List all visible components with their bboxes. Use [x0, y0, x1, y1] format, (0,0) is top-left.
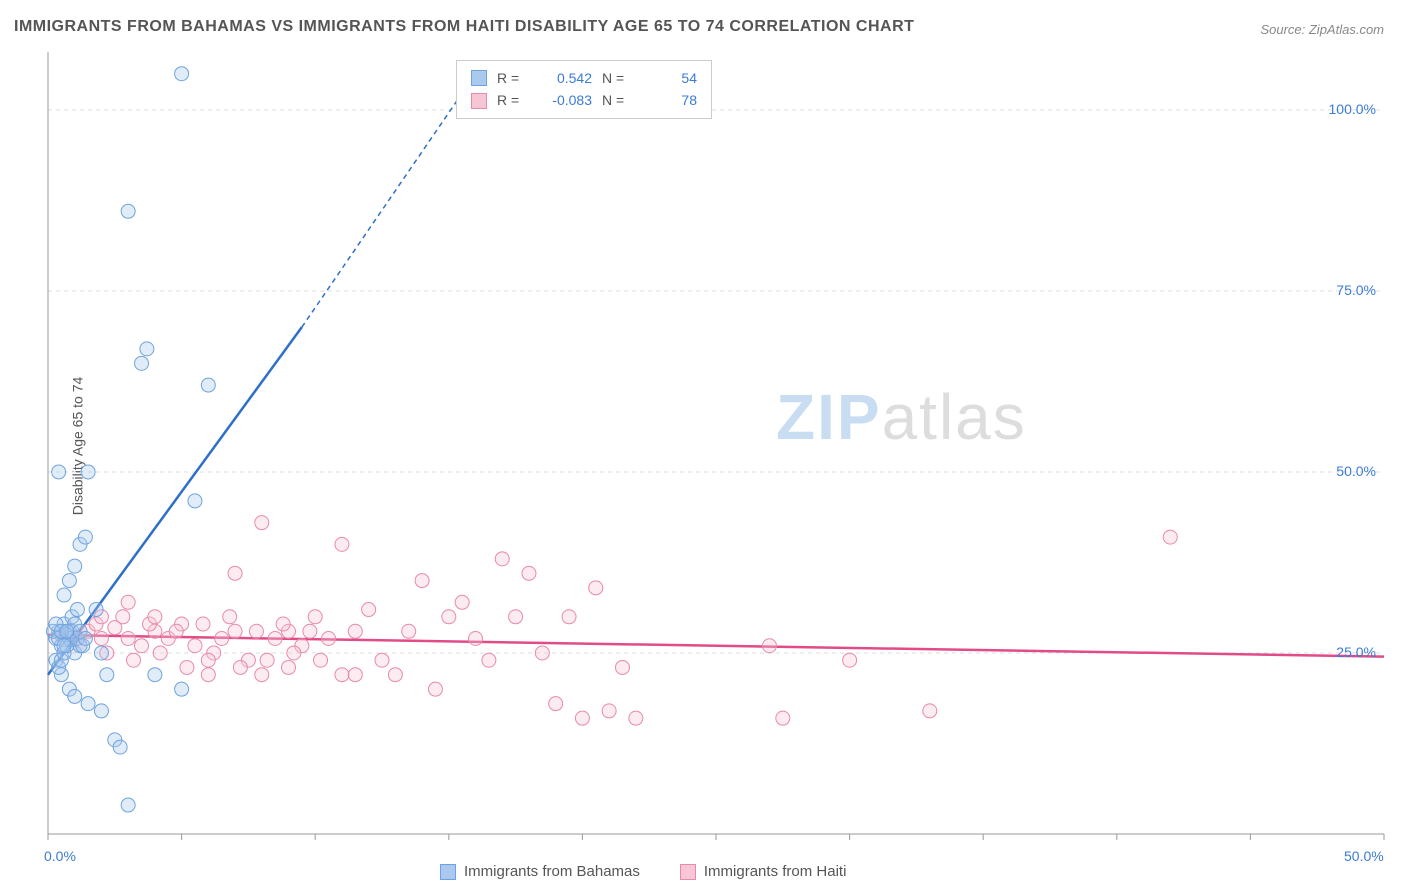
- y-tick-label: 25.0%: [1336, 644, 1376, 660]
- legend-item-haiti: Immigrants from Haiti: [680, 863, 847, 880]
- legend-item-bahamas: Immigrants from Bahamas: [440, 863, 640, 880]
- x-tick-label: 0.0%: [44, 848, 76, 864]
- scatter-plot-svg: [46, 50, 1386, 852]
- swatch-bahamas: [471, 70, 487, 86]
- y-tick-label: 75.0%: [1336, 282, 1376, 298]
- swatch-haiti: [471, 93, 487, 109]
- r-label: R =: [497, 89, 527, 111]
- r-value-bahamas: 0.542: [537, 67, 592, 89]
- legend-label-haiti: Immigrants from Haiti: [704, 863, 847, 880]
- r-label: R =: [497, 67, 527, 89]
- y-tick-label: 100.0%: [1329, 101, 1376, 117]
- n-value-bahamas: 54: [642, 67, 697, 89]
- legend-swatch-bahamas: [440, 864, 456, 880]
- y-tick-label: 50.0%: [1336, 463, 1376, 479]
- stats-legend: R = 0.542 N = 54 R = -0.083 N = 78: [456, 60, 712, 119]
- stats-row-haiti: R = -0.083 N = 78: [471, 89, 697, 111]
- n-value-haiti: 78: [642, 89, 697, 111]
- plot-area: ZIPatlas R = 0.542 N = 54 R = -0.083 N =…: [46, 50, 1386, 852]
- series-legend: Immigrants from Bahamas Immigrants from …: [440, 863, 846, 880]
- legend-label-bahamas: Immigrants from Bahamas: [464, 863, 640, 880]
- r-value-haiti: -0.083: [537, 89, 592, 111]
- legend-swatch-haiti: [680, 864, 696, 880]
- source-label: Source: ZipAtlas.com: [1260, 22, 1384, 37]
- chart-title: IMMIGRANTS FROM BAHAMAS VS IMMIGRANTS FR…: [14, 18, 914, 36]
- n-label: N =: [602, 67, 632, 89]
- n-label: N =: [602, 89, 632, 111]
- x-tick-label: 50.0%: [1344, 848, 1384, 864]
- stats-row-bahamas: R = 0.542 N = 54: [471, 67, 697, 89]
